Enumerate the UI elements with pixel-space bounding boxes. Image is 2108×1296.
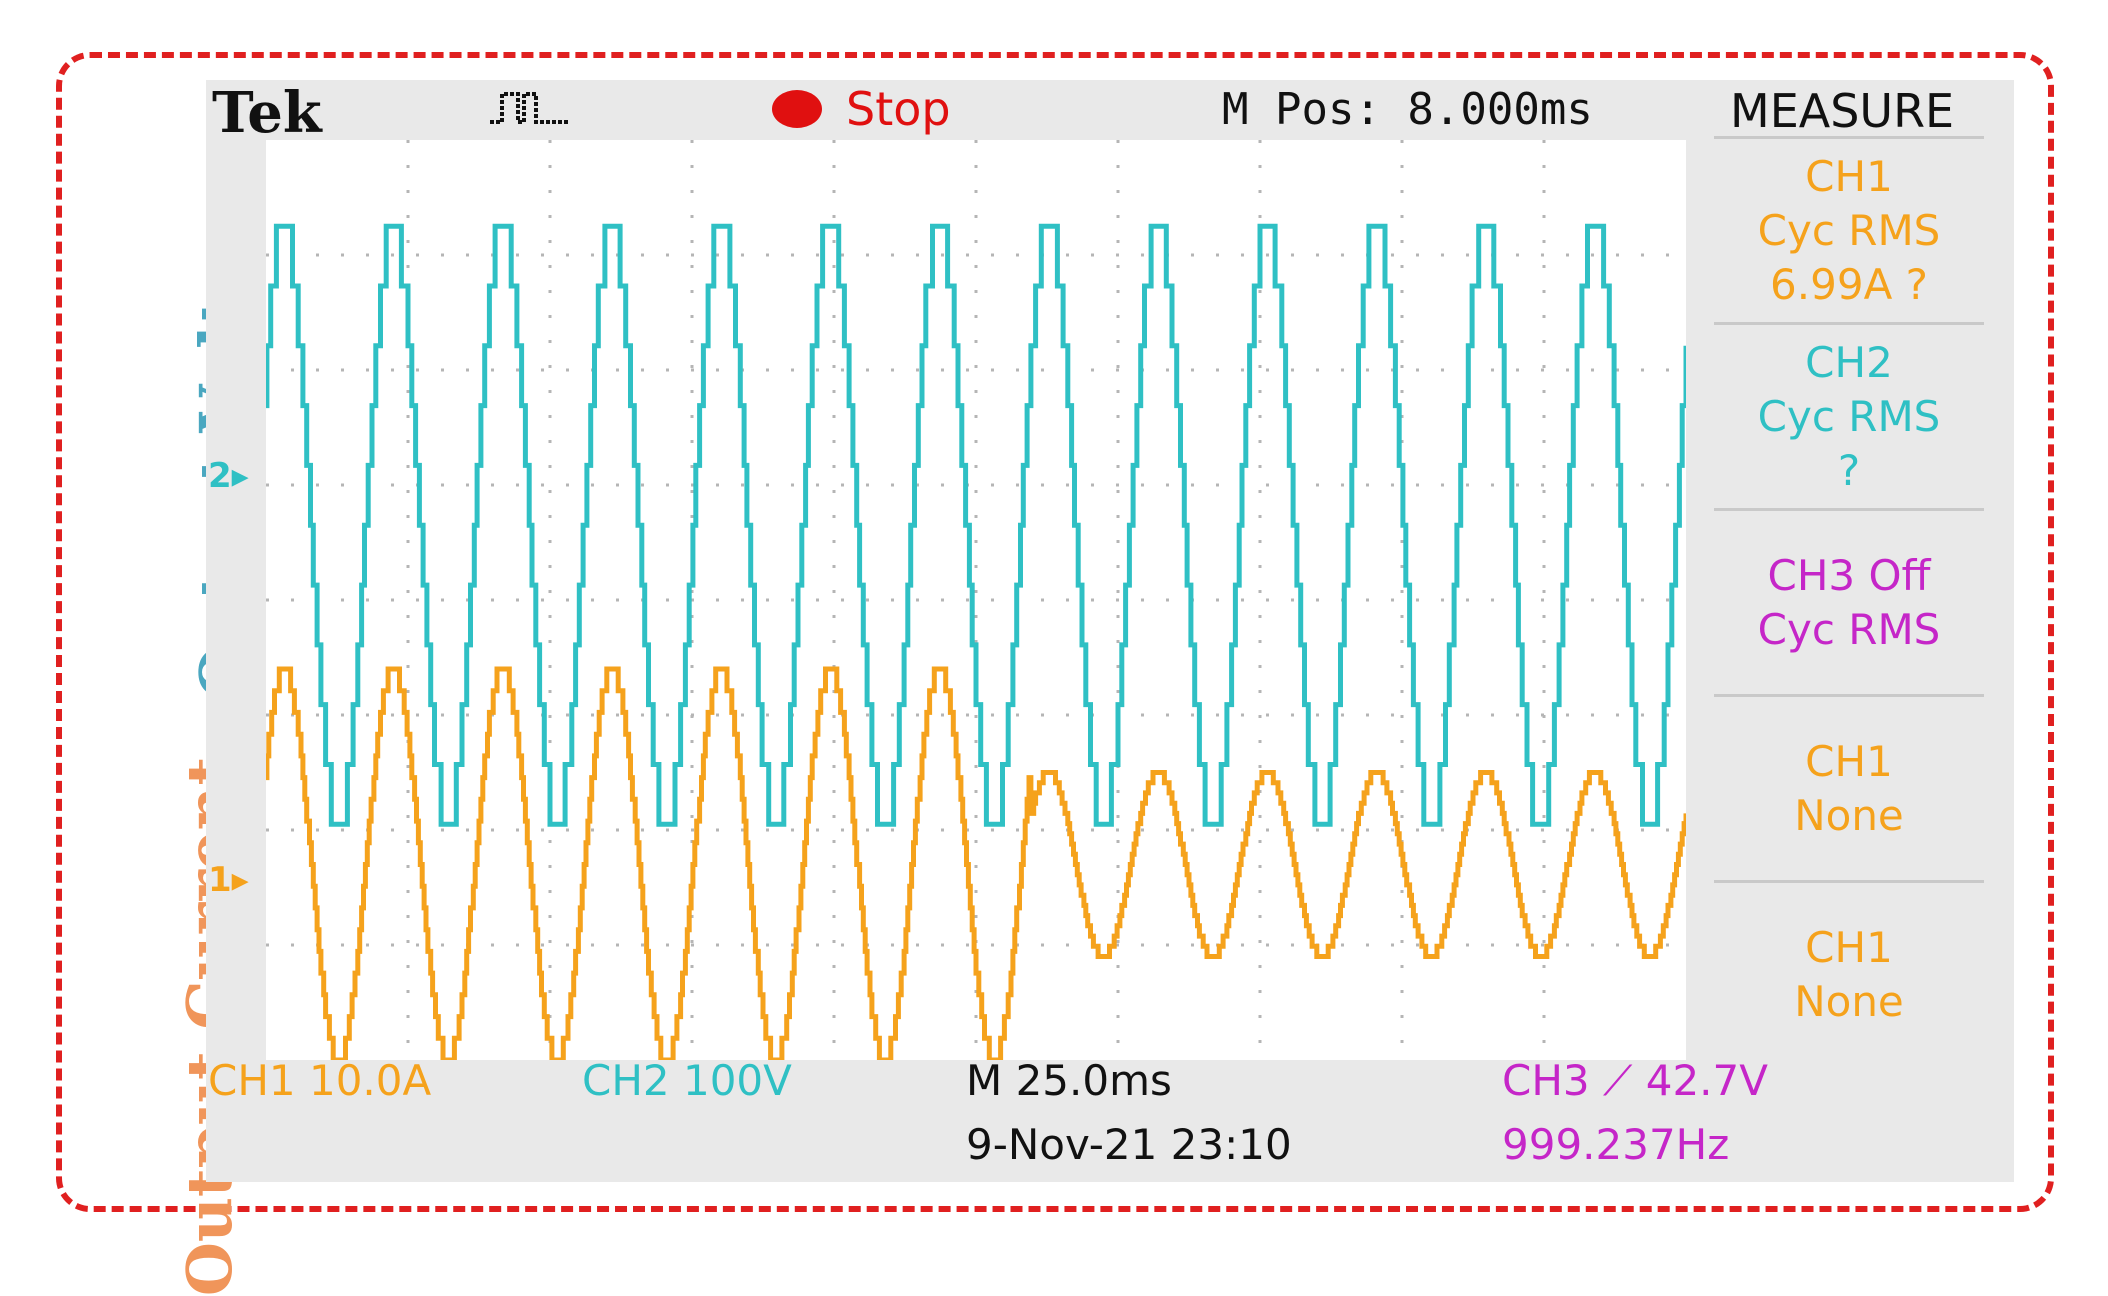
measure-slot-4-line-2: None <box>1794 790 1904 840</box>
measure-slot-2-line-2: Cyc RMS <box>1757 391 1941 441</box>
oscilloscope-screen: Tek Stop M Pos: 8.000ms MEASURE 🠗 2▸ 1▸ … <box>206 80 2014 1182</box>
measure-slot-2-line-1: CH2 <box>1805 337 1893 387</box>
main-position-readout: M Pos: 8.000ms <box>1222 84 1593 135</box>
ch1-scale-readout: CH1 10.0A <box>208 1056 432 1105</box>
ch1-waveform <box>266 666 1686 1060</box>
trigger-frequency-readout: 999.237Hz <box>1502 1120 1730 1169</box>
timebase-readout: M 25.0ms <box>966 1056 1172 1105</box>
measure-slot-4-line-1: CH1 <box>1805 736 1893 786</box>
ch1-ground-marker: 1▸ <box>208 860 249 900</box>
measure-slot-5[interactable]: CH1 None <box>1714 880 1984 1066</box>
ch3-trigger-readout: CH3 ⟋ 42.7V <box>1502 1056 1768 1105</box>
stop-indicator-icon <box>772 90 822 128</box>
figure-border <box>56 52 2054 1212</box>
measure-slot-2[interactable]: CH2 Cyc RMS ? <box>1714 322 1984 508</box>
ch2-waveform <box>266 223 1686 827</box>
measure-slot-1-line-3: 6.99A ? <box>1770 259 1928 309</box>
date-time-readout: 9-Nov-21 23:10 <box>966 1120 1292 1169</box>
acquisition-status: Stop <box>846 82 951 136</box>
measure-slot-3[interactable]: CH3 Off Cyc RMS <box>1714 508 1984 694</box>
measure-slot-5-line-1: CH1 <box>1805 922 1893 972</box>
measure-slot-3-line-2: Cyc RMS <box>1757 604 1941 654</box>
measure-slot-5-line-2: None <box>1794 976 1904 1026</box>
waveform-svg <box>266 140 1686 1060</box>
brand-logo: Tek <box>212 80 322 146</box>
measure-slot-1[interactable]: CH1 Cyc RMS 6.99A ? <box>1714 136 1984 322</box>
measure-slot-2-line-3: ? <box>1837 445 1861 495</box>
measure-slot-1-line-1: CH1 <box>1805 151 1893 201</box>
measure-slot-3-line-1: CH3 Off <box>1767 550 1931 600</box>
measure-menu-title[interactable]: MEASURE <box>1730 84 1955 138</box>
measure-slot-1-line-2: Cyc RMS <box>1757 205 1941 255</box>
waveform-display <box>266 140 1686 1060</box>
measure-slot-4[interactable]: CH1 None <box>1714 694 1984 880</box>
measure-panel: CH1 Cyc RMS 6.99A ? CH2 Cyc RMS ? CH3 Of… <box>1714 136 1984 1066</box>
trigger-pulse-icon <box>490 92 568 124</box>
ch2-scale-readout: CH2 100V <box>582 1056 792 1105</box>
ch2-ground-marker: 2▸ <box>208 456 249 496</box>
